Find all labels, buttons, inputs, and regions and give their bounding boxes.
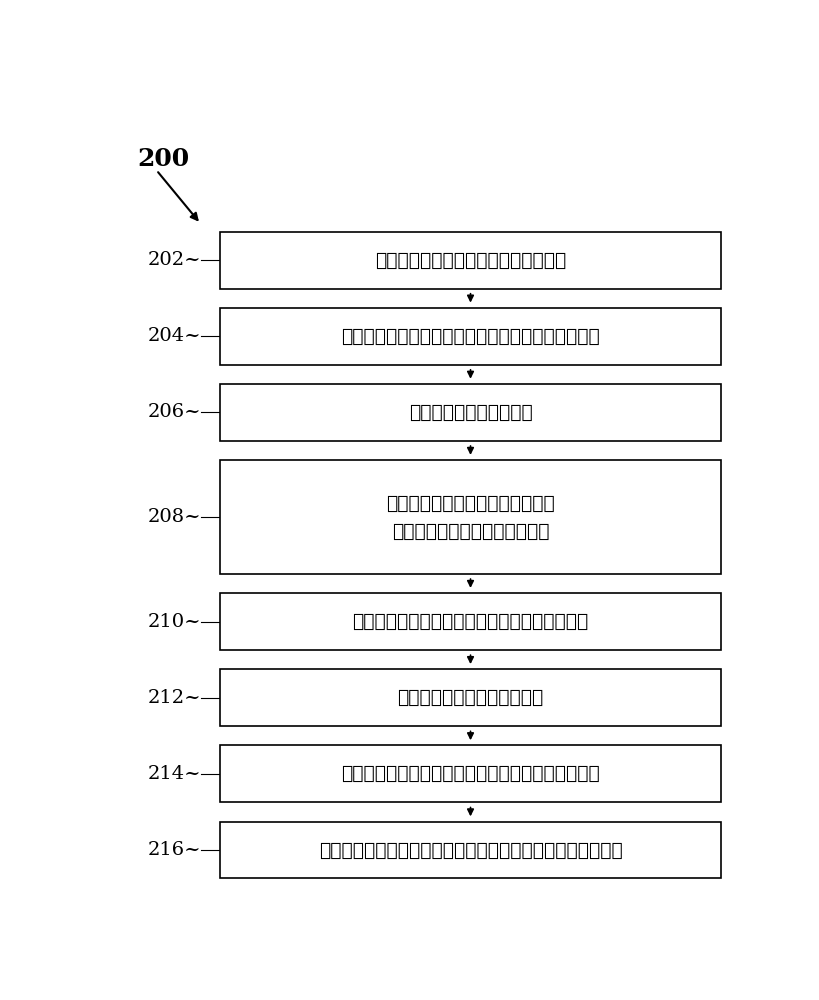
Bar	[219, 308, 722, 365]
Text: 沉积第二金属材料，以填满该第一凹口与该第二凹口: 沉积第二金属材料，以填满该第一凹口与该第二凹口	[342, 764, 600, 783]
Text: 210~: 210~	[147, 613, 201, 631]
Text: 移除位于该沟槽内的该牺牲层: 移除位于该沟槽内的该牺牲层	[397, 688, 544, 707]
Text: 204~: 204~	[147, 327, 201, 345]
Bar	[219, 460, 722, 574]
Text: 212~: 212~	[147, 689, 201, 707]
Text: 移除该第一金属材料的一部分，以形成第二凹口: 移除该第一金属材料的一部分，以形成第二凹口	[352, 612, 589, 631]
Text: 216~: 216~	[147, 841, 201, 859]
Bar	[219, 822, 722, 878]
Text: 202~: 202~	[147, 251, 201, 269]
Text: 施行化学机械研磨，以移除位于该沟槽外的该第二金属材料。: 施行化学机械研磨，以移除位于该沟槽外的该第二金属材料。	[319, 841, 622, 860]
Text: 206~: 206~	[147, 403, 201, 421]
Text: 施行化学机械研磨，移除位于沟槽
外的该牺牲层与该第一金属材料: 施行化学机械研磨，移除位于沟槽 外的该牺牲层与该第一金属材料	[386, 493, 555, 540]
Text: 沉积具有第一凹口的第一金属材料，部分填入该沟槽: 沉积具有第一凹口的第一金属材料，部分填入该沟槽	[342, 327, 600, 346]
Text: 214~: 214~	[147, 765, 201, 783]
Bar	[219, 745, 722, 802]
Bar	[219, 593, 722, 650]
Text: 提供半导体基底，包括栅极结构的沟槽: 提供半导体基底，包括栅极结构的沟槽	[375, 251, 566, 270]
Bar	[219, 232, 722, 289]
Bar	[219, 669, 722, 726]
Bar	[219, 384, 722, 441]
Text: 200: 200	[138, 147, 189, 171]
Text: 沉积牺牲层以填满该沟槽: 沉积牺牲层以填满该沟槽	[409, 403, 532, 422]
Text: 208~: 208~	[147, 508, 201, 526]
